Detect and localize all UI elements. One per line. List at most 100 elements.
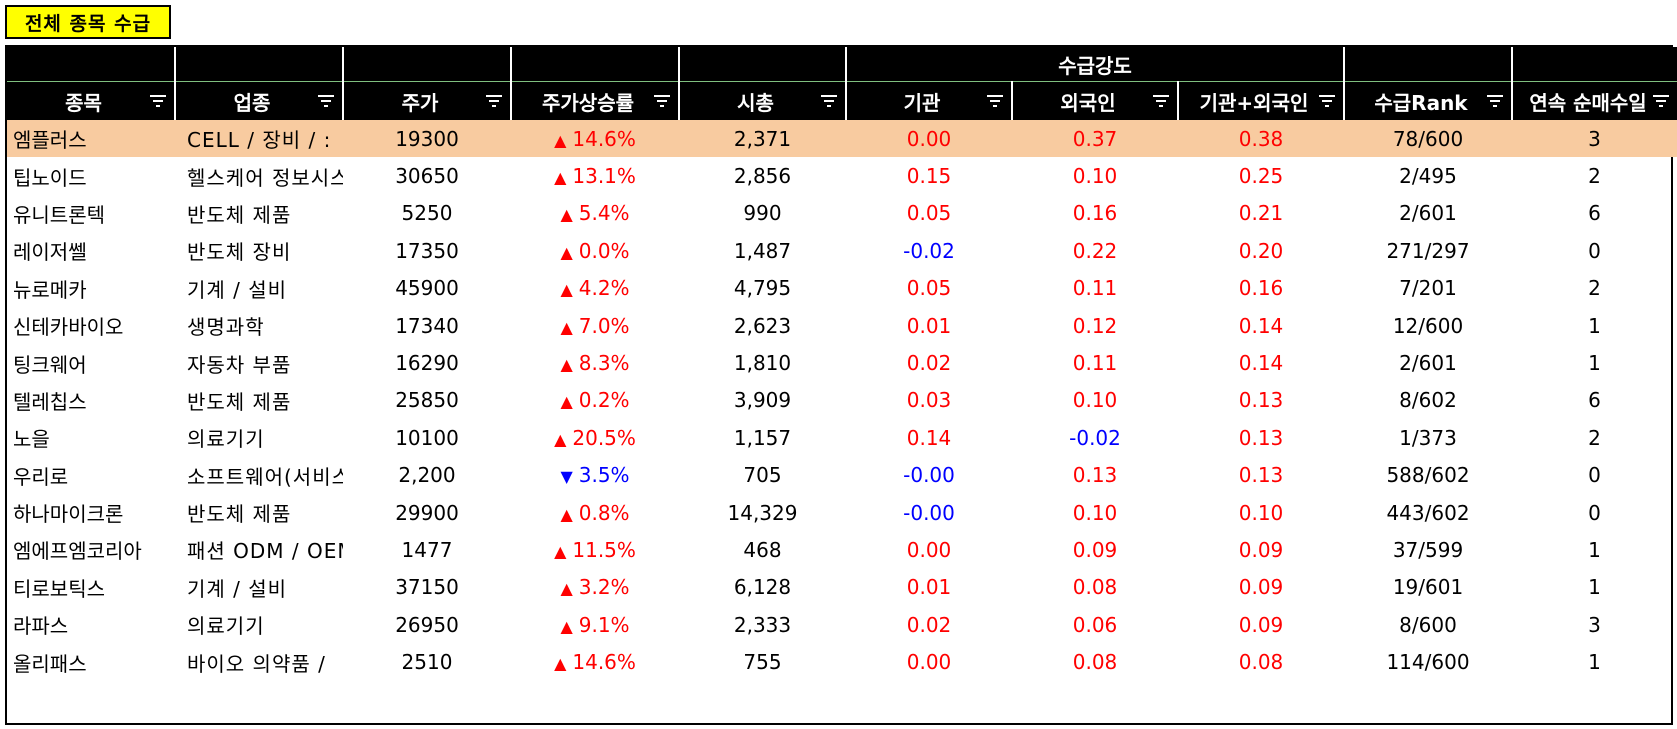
supply-rank-cell[interactable]: 8/602 bbox=[1399, 388, 1457, 413]
sector-cell[interactable]: 자동차 부품 bbox=[187, 352, 292, 377]
price-change-cell[interactable]: ▲ 4.2% bbox=[511, 270, 679, 307]
sector-cell[interactable]: 바이오 의약품 / bbox=[187, 651, 326, 676]
sector-cell[interactable]: 헬스케어 정보시스 bbox=[187, 165, 343, 190]
supply-rank-cell[interactable]: 12/600 bbox=[1392, 313, 1464, 338]
price-change-cell[interactable]: ▼ 3.5% bbox=[511, 457, 679, 494]
stock-name-cell[interactable]: 신테카바이오 bbox=[13, 315, 124, 340]
sector-cell[interactable]: 기계 / 설비 bbox=[187, 277, 288, 302]
price-cell[interactable]: 16290 bbox=[395, 351, 459, 376]
price-change-cell[interactable]: ▲ 20.5% bbox=[511, 419, 679, 456]
foreign-cell[interactable]: 0.37 bbox=[1012, 120, 1178, 158]
foreign-cell[interactable]: 0.16 bbox=[1072, 201, 1118, 226]
table-row[interactable]: 뉴로메카 기계 / 설비 45900 ▲ 4.2% 4,795 0.05 0.11 0.16 7/… bbox=[7, 270, 1677, 307]
institution-cell[interactable]: -0.00 bbox=[903, 500, 955, 525]
consecutive-buy-days-cell[interactable]: 1 bbox=[1588, 537, 1601, 562]
stock-name-cell[interactable]: 엠플러스 bbox=[7, 120, 175, 158]
sector-cell[interactable]: 패션 ODM / OEM bbox=[187, 539, 343, 564]
institution-cell[interactable]: 0.05 bbox=[906, 201, 952, 226]
price-change-cell[interactable]: ▲ 0.2% bbox=[511, 382, 679, 419]
stock-name-cell[interactable]: 올리패스 bbox=[13, 651, 87, 676]
institution-cell[interactable]: 0.00 bbox=[846, 120, 1012, 158]
stock-name-cell[interactable]: 우리로 bbox=[13, 464, 69, 489]
price-cell[interactable]: 17350 bbox=[395, 238, 459, 263]
price-cell[interactable]: 30650 bbox=[395, 164, 459, 189]
market-cap-cell[interactable]: 2,856 bbox=[733, 164, 792, 189]
price-cell[interactable]: 5250 bbox=[401, 201, 453, 226]
table-row[interactable]: 유니트론텍 반도체 제품 5250 ▲ 5.4% 990 0.05 0.16 0.21 2/601… bbox=[7, 195, 1677, 232]
inst-foreign-cell[interactable]: 0.20 bbox=[1238, 238, 1284, 263]
supply-rank-cell[interactable]: 7/201 bbox=[1399, 276, 1457, 301]
market-cap-cell[interactable]: 2,371 bbox=[679, 120, 846, 158]
price-cell[interactable]: 25850 bbox=[395, 388, 459, 413]
consecutive-buy-days-cell[interactable]: 0 bbox=[1588, 463, 1601, 488]
market-cap-cell[interactable]: 1,157 bbox=[733, 425, 792, 450]
market-cap-cell[interactable]: 755 bbox=[743, 650, 782, 675]
institution-cell[interactable]: -0.02 bbox=[903, 238, 955, 263]
foreign-cell[interactable]: 0.11 bbox=[1072, 351, 1118, 376]
filter-icon[interactable] bbox=[1153, 94, 1169, 108]
stock-name-cell[interactable]: 팁노이드 bbox=[13, 165, 87, 190]
price-cell[interactable]: 17340 bbox=[395, 313, 459, 338]
institution-cell[interactable]: 0.03 bbox=[906, 388, 952, 413]
price-change-cell[interactable]: ▲ 5.4% bbox=[511, 195, 679, 232]
supply-rank-cell[interactable]: 588/602 bbox=[1386, 463, 1470, 488]
inst-foreign-cell[interactable]: 0.21 bbox=[1238, 201, 1284, 226]
consecutive-buy-days-cell[interactable]: 2 bbox=[1588, 164, 1601, 189]
supply-rank-cell[interactable]: 2/601 bbox=[1399, 351, 1457, 376]
stock-name-cell[interactable]: 티로보틱스 bbox=[13, 576, 105, 601]
foreign-cell[interactable]: 0.08 bbox=[1072, 650, 1118, 675]
consecutive-buy-days-cell[interactable]: 2 bbox=[1588, 425, 1601, 450]
institution-cell[interactable]: 0.15 bbox=[906, 164, 952, 189]
institution-cell[interactable]: 0.14 bbox=[906, 425, 952, 450]
stock-name-cell[interactable]: 유니트론텍 bbox=[13, 202, 105, 227]
inst-foreign-cell[interactable]: 0.13 bbox=[1238, 388, 1284, 413]
consecutive-buy-days-cell[interactable]: 6 bbox=[1588, 388, 1601, 413]
market-cap-cell[interactable]: 468 bbox=[743, 537, 782, 562]
foreign-cell[interactable]: 0.11 bbox=[1072, 276, 1118, 301]
table-row[interactable]: 레이저쎌 반도체 장비 17350 ▲ 0.0% 1,487 -0.02 0.22 0.20 27… bbox=[7, 232, 1677, 269]
supply-rank-cell[interactable]: 19/601 bbox=[1392, 575, 1464, 600]
table-row[interactable]: 우리로 소프트웨어(서비스 2,200 ▼ 3.5% 705 -0.00 0.13 0.13 58… bbox=[7, 457, 1677, 494]
price-change-cell[interactable]: ▲ 14.6% bbox=[511, 643, 679, 680]
consecutive-buy-days-cell[interactable]: 2 bbox=[1588, 276, 1601, 301]
table-row[interactable]: 신테카바이오 생명과학 17340 ▲ 7.0% 2,623 0.01 0.12 0.14 12/… bbox=[7, 307, 1677, 344]
sector-cell[interactable]: 반도체 장비 bbox=[187, 240, 292, 265]
price-change-cell[interactable]: ▲ 13.1% bbox=[511, 157, 679, 194]
filter-icon[interactable] bbox=[150, 94, 166, 108]
sector-cell[interactable]: 반도체 제품 bbox=[187, 389, 292, 414]
price-cell[interactable]: 19300 bbox=[343, 120, 511, 158]
filter-icon[interactable] bbox=[1487, 94, 1503, 108]
supply-rank-cell[interactable]: 2/495 bbox=[1399, 164, 1457, 189]
inst-foreign-cell[interactable]: 0.25 bbox=[1238, 164, 1284, 189]
inst-foreign-cell[interactable]: 0.08 bbox=[1238, 650, 1284, 675]
market-cap-cell[interactable]: 1,487 bbox=[733, 238, 792, 263]
consecutive-buy-days-cell[interactable]: 1 bbox=[1588, 575, 1601, 600]
supply-rank-cell[interactable]: 2/601 bbox=[1399, 201, 1457, 226]
inst-foreign-cell[interactable]: 0.13 bbox=[1238, 425, 1284, 450]
price-cell[interactable]: 37150 bbox=[395, 575, 459, 600]
filter-icon[interactable] bbox=[821, 94, 837, 108]
supply-rank-cell[interactable]: 78/600 bbox=[1344, 120, 1512, 158]
table-row[interactable]: 노을 의료기기 10100 ▲ 20.5% 1,157 0.14 -0.02 0.13 1/373… bbox=[7, 419, 1677, 456]
consecutive-buy-days-cell[interactable]: 0 bbox=[1588, 500, 1601, 525]
foreign-cell[interactable]: 0.08 bbox=[1072, 575, 1118, 600]
table-row[interactable]: 라파스 의료기기 26950 ▲ 9.1% 2,333 0.02 0.06 0.09 8/600 3 bbox=[7, 606, 1677, 643]
price-cell[interactable]: 26950 bbox=[395, 612, 459, 637]
inst-foreign-cell[interactable]: 0.16 bbox=[1238, 276, 1284, 301]
sector-cell[interactable]: 생명과학 bbox=[187, 315, 265, 340]
stock-name-cell[interactable]: 하나마이크론 bbox=[13, 502, 124, 527]
stock-name-cell[interactable]: 엠에프엠코리아 bbox=[13, 539, 142, 564]
price-cell[interactable]: 2,200 bbox=[398, 463, 456, 488]
price-change-cell[interactable]: ▲ 9.1% bbox=[511, 606, 679, 643]
market-cap-cell[interactable]: 2,333 bbox=[733, 612, 792, 637]
filter-icon[interactable] bbox=[1653, 94, 1669, 108]
institution-cell[interactable]: 0.01 bbox=[906, 575, 952, 600]
foreign-cell[interactable]: 0.22 bbox=[1072, 238, 1118, 263]
stock-name-cell[interactable]: 팅크웨어 bbox=[13, 352, 87, 377]
foreign-cell[interactable]: 0.12 bbox=[1072, 313, 1118, 338]
institution-cell[interactable]: 0.01 bbox=[906, 313, 952, 338]
consecutive-buy-days-cell[interactable]: 3 bbox=[1512, 120, 1677, 158]
filter-icon[interactable] bbox=[654, 94, 670, 108]
institution-cell[interactable]: 0.05 bbox=[906, 276, 952, 301]
inst-foreign-cell[interactable]: 0.09 bbox=[1238, 575, 1284, 600]
